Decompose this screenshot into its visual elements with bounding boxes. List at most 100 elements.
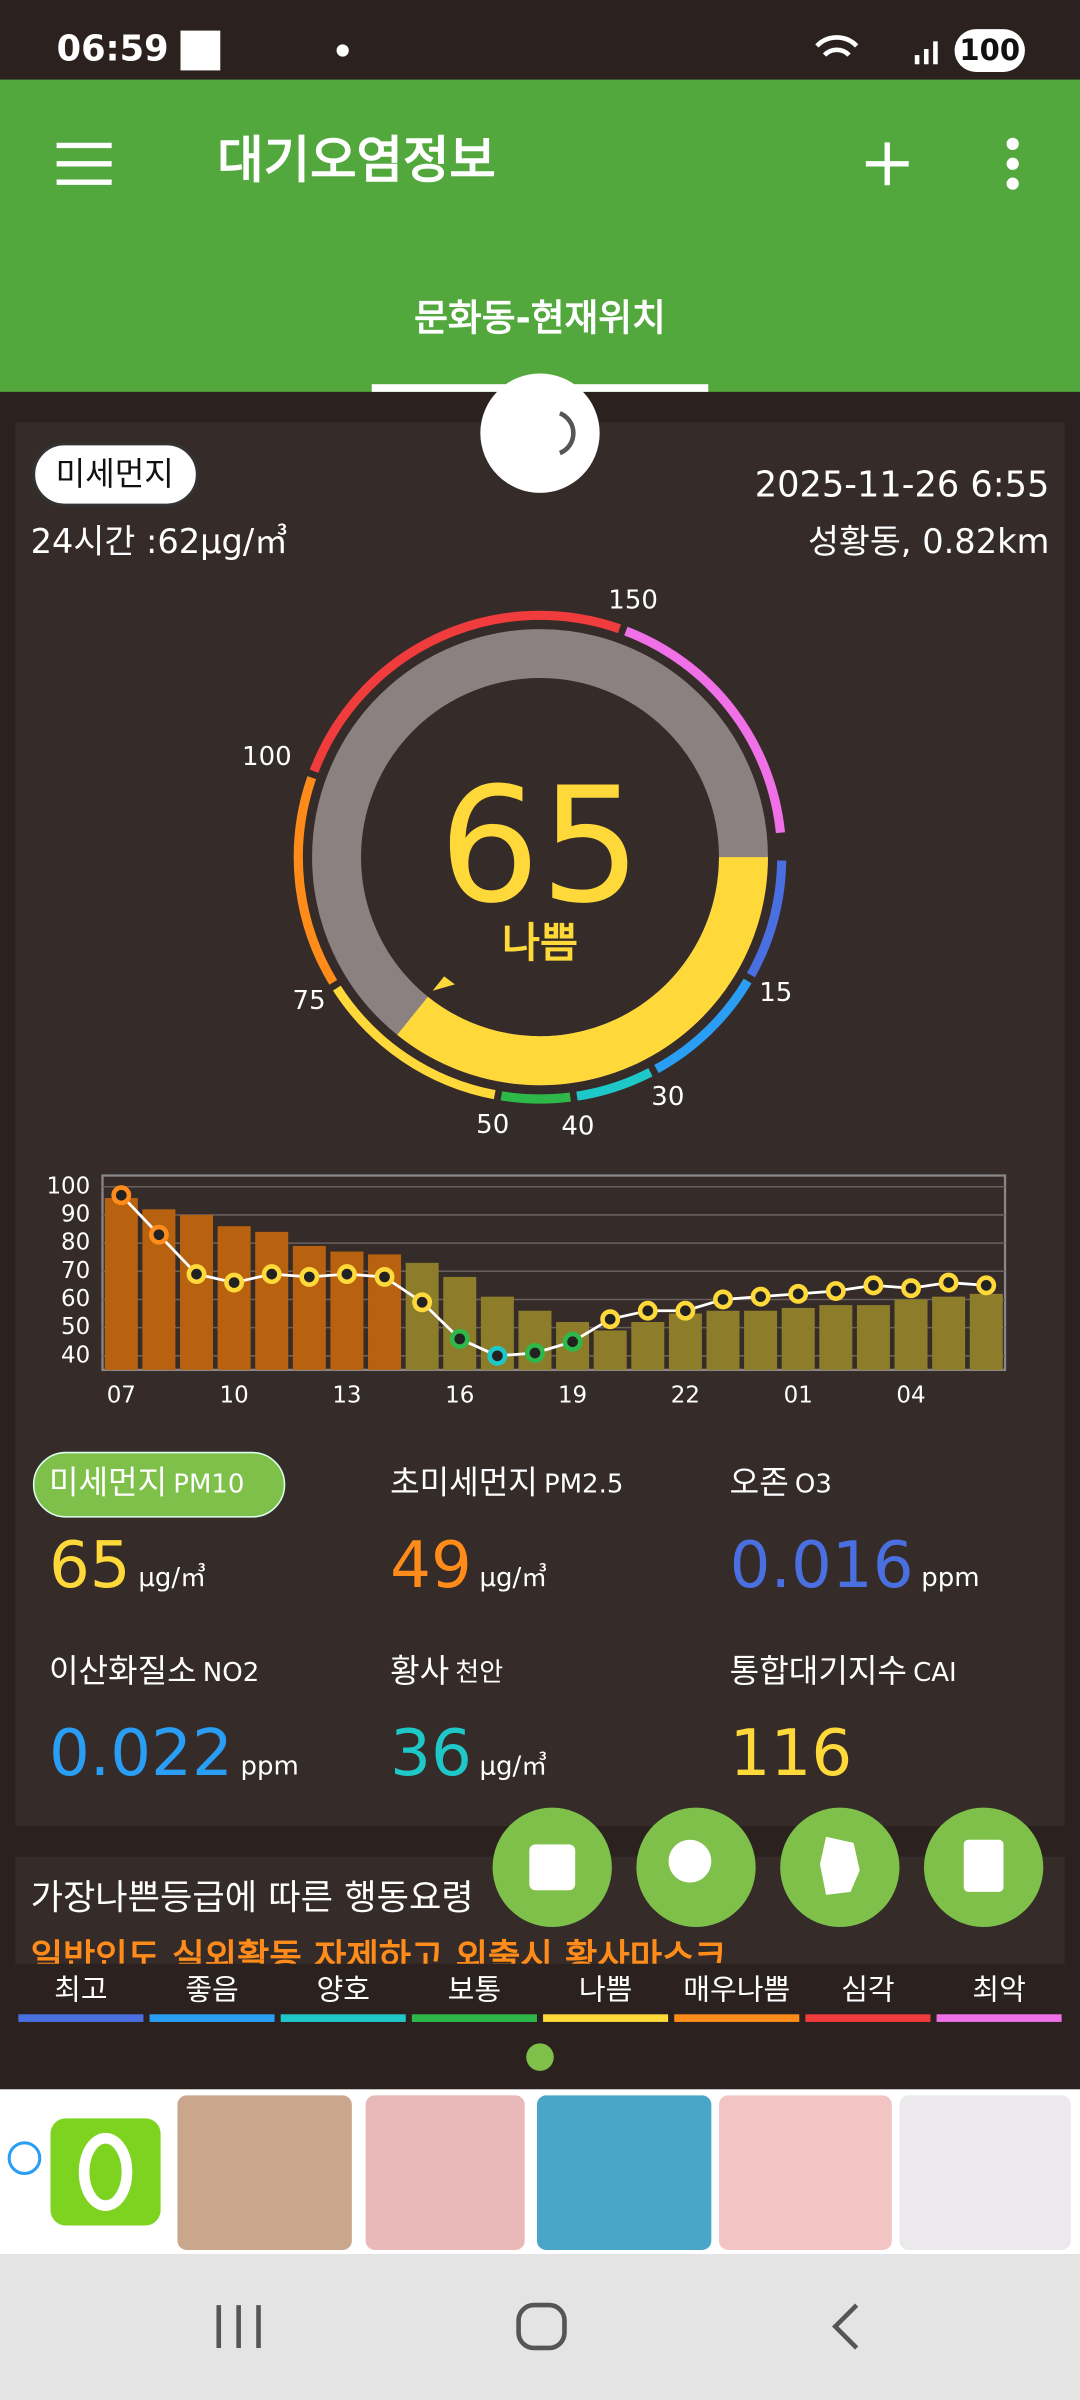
line-point [825,1281,846,1301]
line-point [938,1272,959,1293]
pollutant-code: O3 [795,1469,832,1499]
line-point [675,1300,696,1321]
bar [255,1231,289,1370]
pollutant-name[interactable]: 초미세먼지 PM2.5 [390,1464,623,1502]
gauge-pointer [432,976,455,991]
pollutant-unit: μg/㎥ [479,1751,547,1781]
bar [631,1322,665,1370]
refresh-indicator [480,373,600,493]
pollutant-value: 36 [390,1716,472,1791]
pollutant-name[interactable]: 통합대기지수 CAI [730,1652,957,1690]
bar [217,1226,251,1370]
pollutant-value: 116 [730,1716,853,1791]
line-point [901,1278,921,1299]
gauge-scale-segment [500,1091,571,1104]
average-24h: 24시간 :62μg/㎥ [31,522,288,561]
y-tick-label: 40 [61,1342,90,1368]
bar [593,1330,627,1370]
bar [894,1299,928,1370]
line-point [863,1275,884,1296]
line-point [750,1286,771,1307]
pollutant-unit: ppm [921,1563,979,1593]
status-icon [180,30,221,71]
add-button[interactable] [865,142,909,186]
ad-info-icon[interactable] [7,2141,42,2175]
pollutant-value: 0.016 ppm [730,1527,980,1602]
grade-label: 최고 [54,1972,107,2006]
bar [180,1214,214,1370]
location-tab[interactable]: 문화동-현재위치 [414,296,666,339]
ad-image [899,2095,1071,2250]
grade-color [543,2014,669,2022]
y-tick-label: 60 [61,1286,90,1312]
grade-label: 양호 [317,1972,370,2006]
grade-label: 매우나쁨 [683,1972,790,2006]
pollutant-name: 미세먼지 [49,1464,167,1502]
app-bar [0,79,1080,392]
bar [744,1310,778,1370]
pollutant-badge[interactable] [32,442,199,507]
grade-legend: 최고 좋음 양호 보통 나쁨 매우나쁨 심각 최악 [18,1972,1062,2022]
bar [781,1307,815,1370]
bar [668,1313,702,1370]
status-dot [336,44,349,57]
app-title: 대기오염정보 [217,130,496,189]
x-tick-label: 01 [784,1382,813,1408]
line-point [788,1283,809,1304]
y-tick-label: 90 [61,1201,90,1227]
gauge-scale-segment [309,610,621,773]
pollutant-unit: μg/㎥ [138,1563,206,1593]
grade-label: 좋음 [185,1972,238,2006]
bar [405,1262,439,1370]
line-point [600,1309,621,1330]
datetime: 2025-11-26 6:55 [755,465,1050,506]
pollutant-name[interactable]: 오존 O3 [730,1464,832,1502]
grade-color [18,2014,144,2022]
menu-button[interactable] [56,142,112,185]
line-point [562,1331,583,1352]
pollutant-value: 36 μg/㎥ [390,1716,547,1791]
line-point [186,1264,207,1285]
grade-color [280,2014,406,2022]
line-point [976,1275,997,1296]
recents-button[interactable] [216,2305,261,2348]
x-tick-label: 10 [220,1382,249,1408]
pollutant-value: 49 μg/㎥ [390,1527,547,1602]
grade-label: 최악 [972,1972,1025,2006]
pollutant-name: 이산화질소 [49,1652,197,1690]
battery [954,29,1025,72]
x-tick-label: 16 [445,1382,474,1408]
line-point [336,1264,357,1285]
back-button[interactable] [831,2303,859,2350]
gauge-scale-segment [332,985,496,1100]
gauge-tick-label: 75 [293,986,326,1016]
line-point [148,1224,169,1245]
bar [819,1305,853,1370]
bar [443,1276,477,1370]
action-guide-text: 일반인도 실외활동 자제하고 외출시 황사마스크 [31,1937,727,1978]
home-button[interactable] [516,2302,567,2351]
pollutant-unit: μg/㎥ [479,1563,547,1593]
pollutant-name: 초미세먼지 [390,1464,538,1502]
line-point [412,1292,433,1313]
pollutant-value: 0.022 ppm [49,1716,299,1791]
pollutant-name[interactable]: 미세먼지 PM10 [49,1464,245,1502]
pollutant-name[interactable]: 이산화질소 NO2 [49,1652,259,1690]
line-point [224,1272,245,1293]
page-indicator [526,2043,554,2071]
pollutant-unit: ppm [240,1751,298,1781]
battery-level: 100 [959,33,1020,67]
pollutant-code: CAI [913,1657,957,1687]
ad-image [177,2095,352,2250]
more-button[interactable] [1006,137,1019,190]
bar [104,1198,138,1370]
grade-color [805,2014,931,2022]
line-point [487,1345,508,1366]
pollutant-name[interactable]: 황사 천안 [390,1652,503,1690]
ad-image [365,2095,525,2250]
chart-frame [101,1174,1007,1372]
selected-badge[interactable] [32,1451,286,1518]
chart-icon [529,1844,576,1891]
